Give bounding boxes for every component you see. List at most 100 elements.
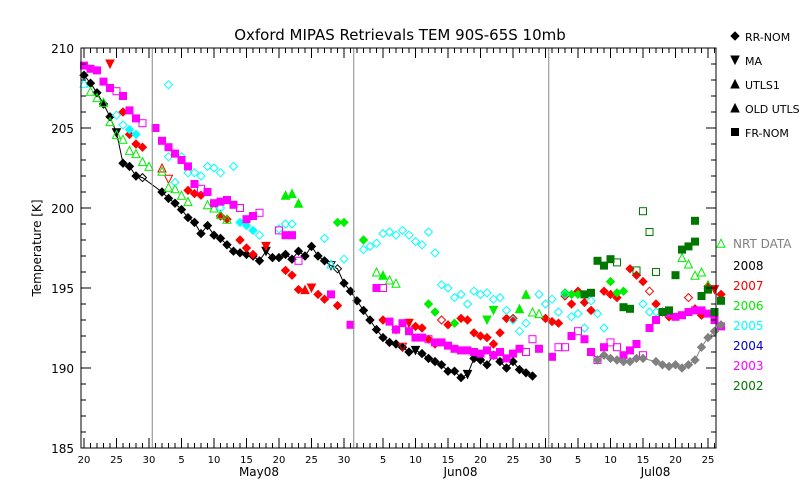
data-point bbox=[704, 285, 712, 294]
data-point bbox=[540, 299, 551, 309]
data-point bbox=[631, 353, 642, 364]
data-point bbox=[522, 348, 530, 356]
data-point bbox=[691, 216, 699, 225]
data-point bbox=[306, 241, 317, 252]
legend-symbol-triangle-up-icon bbox=[730, 102, 740, 113]
data-point bbox=[151, 124, 160, 132]
data-point bbox=[443, 366, 453, 376]
data-point bbox=[443, 283, 453, 293]
data-point bbox=[209, 163, 219, 173]
data-point bbox=[254, 256, 265, 266]
data-point bbox=[339, 254, 349, 264]
data-point bbox=[592, 308, 603, 319]
data-point bbox=[436, 360, 447, 370]
data-point bbox=[306, 283, 317, 294]
data-point bbox=[553, 318, 564, 328]
data-point bbox=[431, 338, 439, 347]
data-point bbox=[423, 353, 434, 364]
data-point bbox=[137, 172, 148, 183]
data-point bbox=[716, 238, 726, 248]
data-point bbox=[391, 230, 401, 240]
data-point bbox=[606, 255, 615, 264]
plot-points bbox=[79, 59, 726, 383]
data-point bbox=[664, 361, 674, 372]
data-point bbox=[132, 114, 140, 123]
data-point bbox=[398, 319, 407, 328]
data-point bbox=[606, 338, 615, 347]
data-point bbox=[514, 303, 525, 314]
data-point bbox=[119, 92, 127, 100]
data-point bbox=[696, 266, 707, 277]
data-point bbox=[489, 351, 498, 360]
data-point bbox=[228, 246, 239, 256]
data-point bbox=[592, 355, 603, 365]
data-point bbox=[548, 352, 556, 361]
data-point bbox=[652, 268, 660, 276]
data-point bbox=[170, 177, 180, 188]
data-point bbox=[605, 276, 616, 287]
data-point bbox=[690, 355, 700, 365]
x-tick-label: 5 bbox=[380, 455, 386, 466]
data-point bbox=[157, 166, 167, 176]
data-point bbox=[319, 233, 330, 244]
data-point bbox=[475, 355, 486, 365]
data-point bbox=[671, 271, 680, 280]
data-point bbox=[547, 294, 557, 304]
data-point bbox=[508, 315, 518, 325]
data-point bbox=[345, 286, 356, 296]
data-point bbox=[501, 305, 512, 316]
data-point bbox=[137, 142, 148, 152]
x-tick-label: 15 bbox=[240, 455, 253, 466]
data-point bbox=[164, 143, 173, 152]
legend: RR-NOM MA UTLS1 OLD UTLS FR-NOM NRT DATA 2008 2… bbox=[730, 31, 800, 393]
data-point bbox=[184, 162, 192, 171]
data-point bbox=[521, 289, 531, 299]
data-point bbox=[131, 129, 141, 140]
data-point bbox=[593, 256, 602, 265]
data-point bbox=[509, 349, 517, 358]
data-point bbox=[241, 249, 252, 260]
data-point bbox=[449, 366, 460, 376]
data-point bbox=[547, 316, 557, 327]
data-point bbox=[456, 313, 466, 324]
data-point bbox=[527, 371, 538, 381]
legend-item: FR-NOM bbox=[731, 127, 789, 140]
data-point bbox=[229, 200, 238, 209]
data-point bbox=[183, 168, 193, 178]
data-point bbox=[163, 193, 174, 204]
data-point bbox=[488, 294, 499, 304]
data-point bbox=[717, 296, 725, 305]
legend-label: MA bbox=[745, 55, 762, 68]
series-2003 bbox=[80, 61, 725, 364]
data-point bbox=[106, 84, 114, 92]
data-point bbox=[163, 182, 174, 192]
data-point bbox=[645, 228, 654, 236]
data-point bbox=[613, 258, 621, 267]
data-point bbox=[385, 317, 394, 326]
data-point bbox=[683, 360, 694, 370]
data-point bbox=[436, 280, 447, 290]
data-point bbox=[476, 349, 485, 358]
data-point bbox=[566, 312, 577, 322]
data-point bbox=[105, 59, 115, 70]
series-line-2008 bbox=[83, 74, 533, 379]
legend-label: RR-NOM bbox=[745, 31, 790, 44]
series-2008 bbox=[79, 70, 538, 383]
data-point bbox=[288, 231, 296, 240]
data-point bbox=[80, 61, 88, 70]
x-month-label: Jul08 bbox=[640, 465, 671, 479]
data-point bbox=[697, 292, 706, 300]
data-point bbox=[365, 241, 375, 252]
data-point bbox=[410, 345, 421, 356]
x-tick-label: 5 bbox=[178, 455, 184, 466]
data-point bbox=[170, 183, 180, 194]
x-tick-label: 20 bbox=[474, 455, 487, 466]
data-point bbox=[423, 299, 434, 309]
data-point bbox=[683, 292, 694, 303]
data-point bbox=[566, 299, 577, 309]
data-point bbox=[579, 323, 590, 333]
month-boundary-lines bbox=[151, 48, 550, 448]
series-2006 bbox=[85, 86, 726, 328]
x-tick-label: 15 bbox=[637, 455, 650, 466]
data-point bbox=[703, 332, 713, 343]
